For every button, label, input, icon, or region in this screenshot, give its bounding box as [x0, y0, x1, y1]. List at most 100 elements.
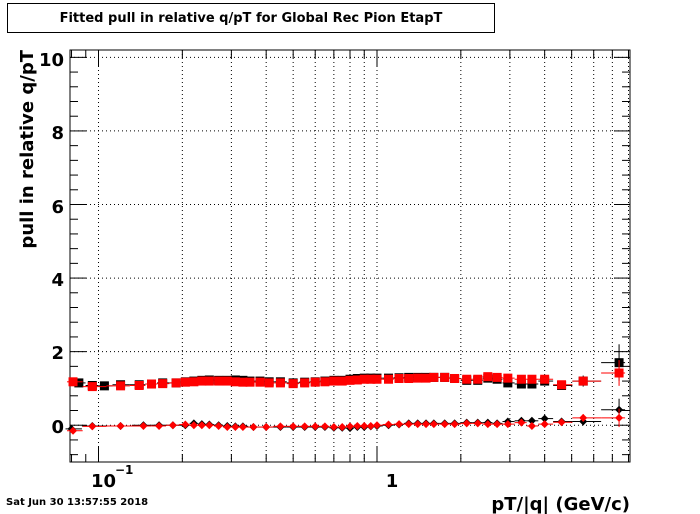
- data-point-square: [320, 377, 330, 387]
- data-point-diamond: [300, 422, 309, 431]
- data-point-square: [473, 374, 483, 384]
- data-point-diamond: [395, 420, 404, 429]
- y-tick-label-2: 2: [51, 343, 64, 364]
- data-point-square: [222, 376, 232, 386]
- data-point-square: [527, 374, 537, 384]
- data-point-diamond: [139, 421, 148, 430]
- data-point-square: [337, 376, 347, 386]
- data-point-square: [372, 374, 382, 384]
- data-point-square: [578, 376, 588, 386]
- data-point-diamond: [450, 420, 459, 429]
- data-point-square: [147, 379, 157, 389]
- data-point-square: [275, 378, 285, 388]
- x-tick-label-one: 1: [386, 471, 399, 492]
- y-tick-label-0: 0: [51, 417, 64, 438]
- data-point-diamond: [249, 423, 258, 432]
- data-point-square: [450, 373, 460, 383]
- data-point-diamond: [168, 421, 177, 430]
- series-3: [67, 408, 626, 435]
- data-point-square: [527, 379, 537, 389]
- data-point-diamond: [238, 423, 247, 432]
- data-point-square: [74, 378, 84, 388]
- data-point-diamond: [483, 420, 492, 429]
- chart-title-box: Fitted pull in relative q/pT for Global …: [7, 3, 495, 33]
- data-point-square: [329, 376, 339, 386]
- data-point-diamond: [517, 418, 526, 427]
- data-point-square: [614, 368, 624, 378]
- data-point-diamond: [189, 421, 198, 430]
- data-point-diamond: [231, 423, 240, 432]
- data-point-square: [516, 374, 526, 384]
- data-point-diamond: [181, 420, 190, 429]
- data-point-diamond: [223, 423, 232, 432]
- data-point-square: [171, 378, 181, 388]
- data-point-square: [230, 377, 240, 387]
- data-point-diamond: [360, 421, 369, 430]
- data-point-square: [345, 375, 355, 385]
- chart-title: Fitted pull in relative q/pT for Global …: [59, 10, 443, 26]
- data-point-diamond: [262, 423, 271, 432]
- data-point-square: [503, 373, 513, 383]
- data-point-square: [134, 380, 144, 390]
- data-point-square: [197, 376, 207, 386]
- data-point-diamond: [353, 421, 362, 430]
- data-point-diamond: [69, 426, 78, 435]
- data-point-diamond: [372, 421, 381, 430]
- data-point-square: [429, 372, 439, 382]
- data-point-square: [288, 379, 298, 389]
- y-tick-label-10: 10: [39, 50, 64, 71]
- data-point-diamond: [422, 420, 431, 429]
- axis-ticks: [70, 50, 630, 462]
- data-point-square: [516, 379, 526, 389]
- data-point-diamond: [440, 420, 449, 429]
- data-point-square: [384, 374, 394, 384]
- data-point-square: [421, 373, 431, 383]
- data-point-diamond: [155, 421, 164, 430]
- data-point-square: [366, 374, 376, 384]
- data-point-diamond: [540, 414, 549, 423]
- data-point-diamond: [462, 419, 471, 428]
- data-point-diamond: [214, 421, 223, 430]
- data-point-square: [158, 379, 168, 389]
- data-point-square: [394, 373, 404, 383]
- plot-frame: [69, 49, 631, 463]
- data-point-square: [189, 377, 199, 387]
- data-point-diamond: [320, 422, 329, 431]
- x-axis-title: pT/|q| (GeV/c): [491, 494, 630, 514]
- data-point-diamond: [615, 413, 624, 422]
- data-point-diamond: [311, 422, 320, 431]
- data-point-square: [87, 382, 97, 392]
- y-tick-label-6: 6: [51, 197, 64, 218]
- data-point-square: [440, 372, 450, 382]
- data-point-diamond: [346, 422, 355, 431]
- data-point-square: [264, 378, 274, 388]
- data-point-square: [68, 377, 78, 387]
- y-axis-title: pull in relative q/pT: [17, 49, 38, 248]
- data-point-square: [245, 377, 255, 387]
- data-point-diamond: [473, 419, 482, 428]
- data-point-square: [413, 373, 423, 383]
- data-point-diamond: [88, 422, 97, 431]
- data-point-square: [404, 373, 414, 383]
- data-point-square: [359, 374, 369, 384]
- data-point-square: [204, 376, 214, 386]
- data-point-square: [238, 377, 248, 387]
- data-point-diamond: [503, 420, 512, 429]
- data-point-diamond: [116, 421, 125, 430]
- y-tick-label-4: 4: [51, 270, 64, 291]
- data-series: [65, 344, 626, 435]
- data-point-square: [116, 381, 126, 391]
- data-point-diamond: [429, 420, 438, 429]
- data-point-diamond: [579, 413, 588, 422]
- data-point-diamond: [413, 420, 422, 429]
- data-point-square: [503, 378, 513, 388]
- data-point-diamond: [527, 421, 536, 430]
- data-point-square: [180, 377, 190, 387]
- plot-border: [69, 49, 631, 463]
- data-point-square: [483, 372, 493, 382]
- x-tick-label-tenth-base: 10: [91, 471, 116, 492]
- data-point-diamond: [366, 421, 375, 430]
- x-tick-label-tenth-exponent: −1: [115, 463, 133, 477]
- data-point-diamond: [197, 421, 206, 430]
